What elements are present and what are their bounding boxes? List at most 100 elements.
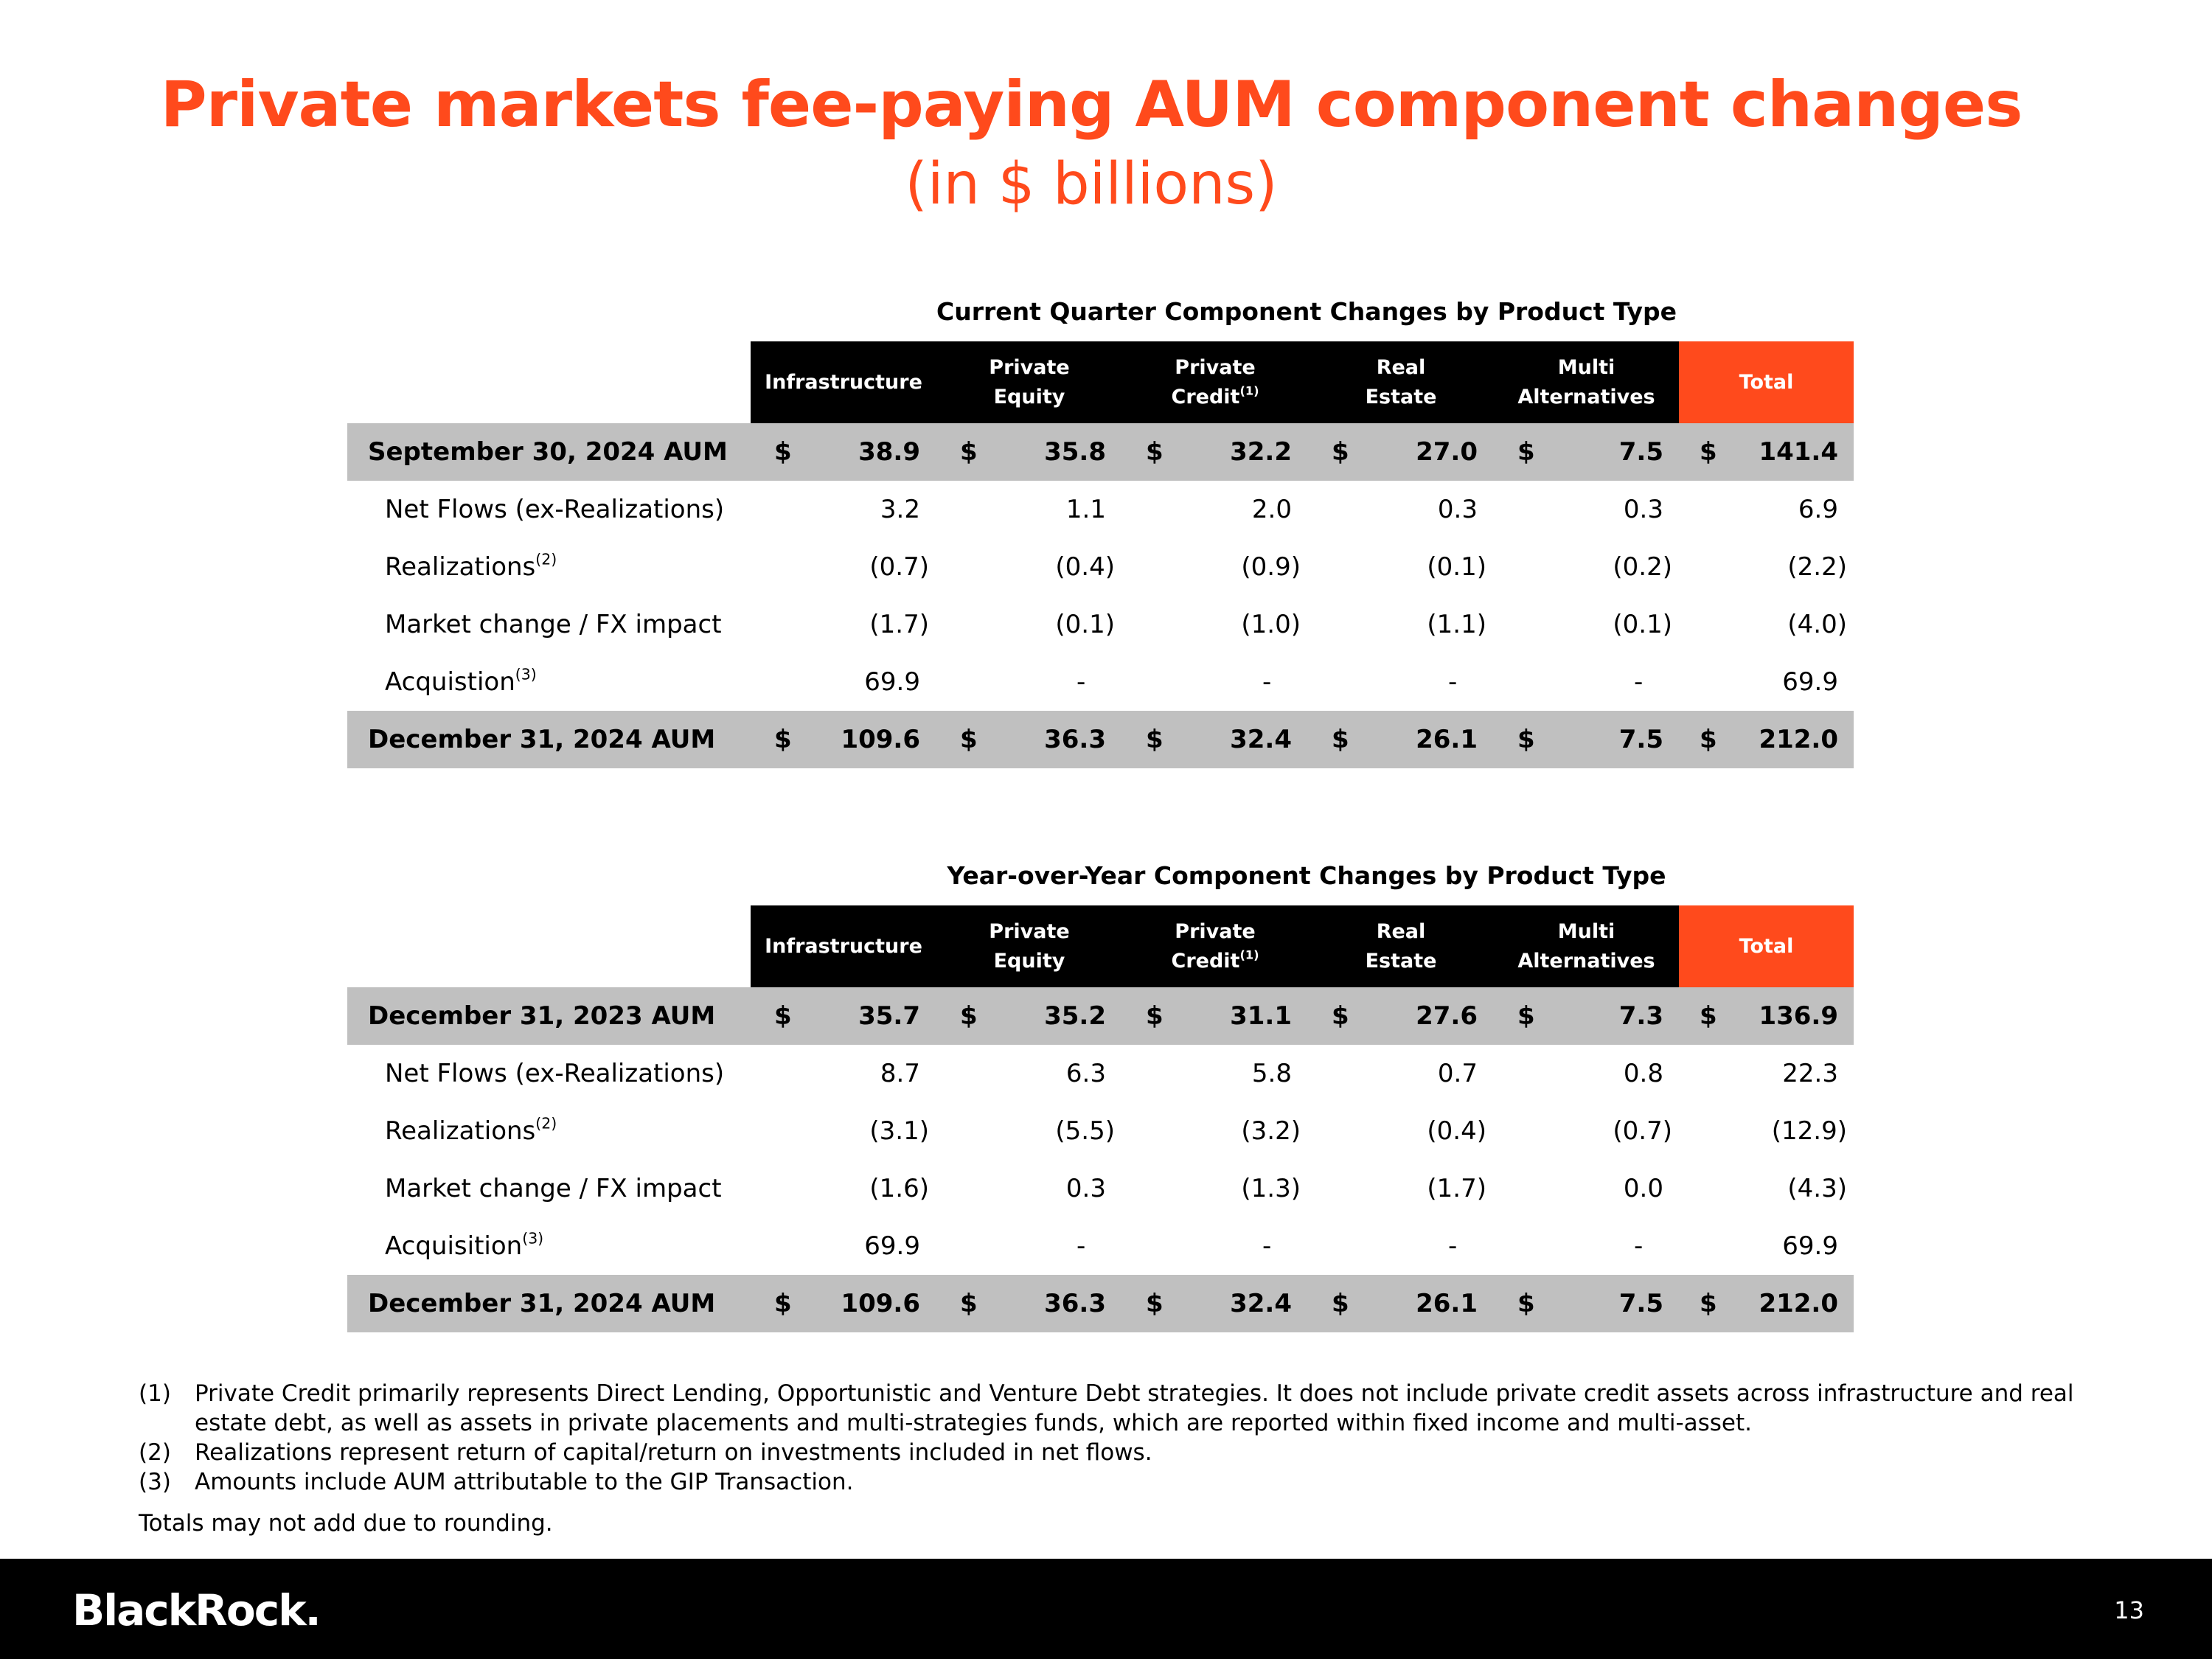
header-text: Multi	[1557, 919, 1615, 943]
cell-value: 35.7	[858, 1001, 920, 1031]
row-label: December 31, 2024 AUM	[368, 1275, 715, 1332]
header-text: Alternatives	[1517, 949, 1655, 973]
cell-value: 0.3	[1437, 495, 1478, 524]
cell-value: -	[1448, 667, 1458, 697]
header-line: Estate	[1366, 383, 1437, 412]
row-label: December 31, 2024 AUM	[368, 711, 715, 768]
cell-value: (12.9)	[1771, 1116, 1847, 1146]
currency-sign: $	[960, 725, 978, 754]
column-header: Private Credit(1)	[1122, 341, 1308, 423]
currency-sign: $	[774, 1001, 792, 1031]
row-shade	[347, 423, 1854, 481]
cell-value: -	[1634, 1231, 1644, 1261]
column-header: Real Estate	[1308, 905, 1494, 987]
footnote: (3) Amounts include AUM attributable to t…	[139, 1467, 2100, 1497]
row-label-text: Realizations	[385, 552, 536, 582]
cell-value: 69.9	[1782, 667, 1838, 697]
cell-value: 69.9	[1782, 1231, 1838, 1261]
currency-sign: $	[1517, 1001, 1535, 1031]
column-header: Private Equity	[936, 905, 1122, 987]
row-label: Acquisition(3)	[385, 1217, 543, 1275]
footnote-text: Realizations represent return of capital…	[195, 1439, 1152, 1466]
header-line: Multi	[1558, 353, 1615, 383]
header-text: Multi	[1557, 355, 1615, 379]
currency-sign: $	[1700, 1289, 1717, 1318]
cell-value: 141.4	[1759, 437, 1838, 467]
cell-value: 7.3	[1618, 1001, 1663, 1031]
header-text: Estate	[1365, 385, 1437, 408]
row-label: Market change / FX impact	[385, 1160, 722, 1217]
row-label: Net Flows (ex-Realizations)	[385, 1045, 724, 1102]
cell-value: (1.6)	[869, 1174, 929, 1203]
currency-sign: $	[1700, 725, 1717, 754]
cell-value: (1.7)	[869, 610, 929, 639]
cell-value: (1.0)	[1241, 610, 1301, 639]
row-label: Acquistion(3)	[385, 653, 537, 711]
currency-sign: $	[1517, 1289, 1535, 1318]
row-note: (2)	[535, 550, 557, 568]
row-label-text: Market change / FX impact	[385, 610, 722, 639]
currency-sign: $	[1517, 437, 1535, 467]
header-text: Private	[1175, 355, 1256, 379]
cell-value: 22.3	[1782, 1059, 1838, 1088]
cell-value: 7.5	[1618, 1289, 1663, 1318]
cell-value: (0.7)	[1613, 1116, 1672, 1146]
header-text: Real	[1376, 355, 1426, 379]
row-label: Market change / FX impact	[385, 596, 722, 653]
column-header: Multi Alternatives	[1494, 905, 1679, 987]
currency-sign: $	[1332, 437, 1349, 467]
cell-value: (0.9)	[1241, 552, 1301, 582]
column-header: Total	[1679, 341, 1854, 423]
row-label: September 30, 2024 AUM	[368, 423, 728, 481]
header-text: Private	[989, 919, 1070, 943]
header-text: Private	[1175, 919, 1256, 943]
column-header: Multi Alternatives	[1494, 341, 1679, 423]
column-header: Infrastructure	[751, 341, 936, 423]
title: Private markets fee-paying AUM component…	[160, 68, 2023, 142]
cell-value: 36.3	[1044, 725, 1106, 754]
header-line: Real	[1377, 917, 1426, 947]
column-header: Private Equity	[936, 341, 1122, 423]
column-header: Total	[1679, 905, 1854, 987]
cell-value: (1.3)	[1241, 1174, 1301, 1203]
currency-sign: $	[1332, 1289, 1349, 1318]
column-header: Infrastructure	[751, 905, 936, 987]
header-text: Infrastructure	[765, 934, 922, 958]
cell-value: 0.0	[1623, 1174, 1663, 1203]
cell-value: 212.0	[1759, 1289, 1838, 1318]
row-label-text: September 30, 2024 AUM	[368, 437, 728, 467]
row-label-text: December 31, 2024 AUM	[368, 1289, 716, 1318]
cell-value: 31.1	[1230, 1001, 1292, 1031]
cell-value: 6.9	[1798, 495, 1838, 524]
row-note: (3)	[522, 1229, 544, 1248]
cell-value: 3.2	[880, 495, 920, 524]
cell-value: (0.4)	[1427, 1116, 1486, 1146]
cell-value: 69.9	[864, 667, 920, 697]
row-note: (3)	[515, 665, 537, 684]
row-note: (2)	[535, 1114, 557, 1133]
cell-value: 0.8	[1623, 1059, 1663, 1088]
currency-sign: $	[1146, 725, 1164, 754]
cell-value: (1.7)	[1427, 1174, 1486, 1203]
table-title: Current Quarter Component Changes by Pro…	[936, 297, 1677, 326]
row-label-text: Acquisition	[385, 1231, 523, 1261]
cell-value: 36.3	[1044, 1289, 1106, 1318]
header-line: Real	[1377, 353, 1426, 383]
header-line: Equity	[994, 947, 1065, 976]
row-shade	[347, 987, 1854, 1045]
currency-sign: $	[1700, 1001, 1717, 1031]
header-text: Infrastructure	[765, 370, 922, 394]
row-label-text: Net Flows (ex-Realizations)	[385, 495, 725, 524]
header-text: Total	[1739, 934, 1794, 958]
row-label: December 31, 2023 AUM	[368, 987, 715, 1045]
cell-value: 69.9	[864, 1231, 920, 1261]
row-shade	[347, 1275, 1854, 1332]
cell-value: -	[1448, 1231, 1458, 1261]
row-label: Net Flows (ex-Realizations)	[385, 481, 724, 538]
header-line: Equity	[994, 383, 1065, 412]
cell-value: (0.1)	[1427, 552, 1486, 582]
header-text: Private	[989, 355, 1070, 379]
header-text: Equity	[993, 385, 1065, 408]
header-note: (1)	[1239, 947, 1259, 962]
cell-value: 26.1	[1416, 1289, 1478, 1318]
